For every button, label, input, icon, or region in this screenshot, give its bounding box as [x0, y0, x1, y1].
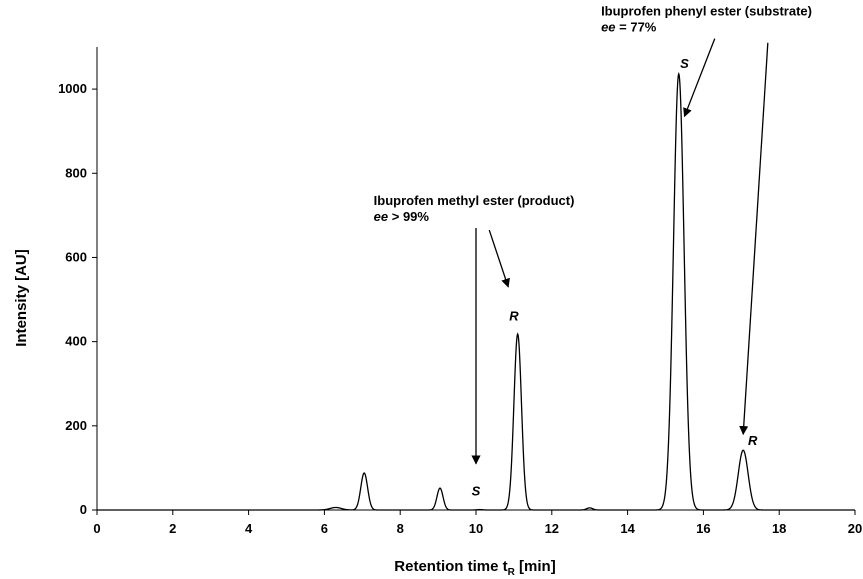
- x-tick-label: 0: [93, 521, 100, 536]
- x-tick-label: 10: [469, 521, 483, 536]
- y-tick-label: 1000: [58, 81, 87, 96]
- annotation-title: Ibuprofen phenyl ester (substrate): [601, 3, 812, 18]
- x-tick-label: 16: [696, 521, 710, 536]
- arrows: [471, 38, 769, 465]
- peak-label: R: [509, 309, 519, 324]
- y-tick-label: 600: [65, 249, 87, 264]
- y-tick-label: 200: [65, 418, 87, 433]
- ee-value: = 77%: [616, 19, 657, 34]
- peak-label: R: [748, 433, 758, 448]
- y-tick-label: 800: [65, 165, 87, 180]
- x-tick-label: 14: [620, 521, 635, 536]
- x-axis-title: Retention time tR [min]: [394, 558, 555, 578]
- ee-italic: ee: [601, 19, 615, 34]
- x-tick-label: 8: [397, 521, 404, 536]
- x-tick-label: 18: [772, 521, 786, 536]
- x-tick-label: 20: [848, 521, 862, 536]
- x-axis-title-unit: [min]: [515, 558, 556, 575]
- annotation-ee: ee > 99%: [374, 209, 430, 224]
- x-axis: 0 2 4 6 8 10 12 14 16 18 20: [93, 509, 862, 536]
- peak-label: S: [472, 483, 481, 498]
- chromatogram-trace: [97, 71, 855, 511]
- peak-labels: S R S R: [472, 56, 758, 498]
- y-tick-label: 0: [80, 502, 87, 517]
- annotation-ee: ee = 77%: [601, 19, 657, 34]
- y-axis-title: Intensity [AU]: [13, 249, 30, 347]
- annotation-arrow: [683, 38, 716, 118]
- annotation-title: Ibuprofen methyl ester (product): [374, 193, 575, 208]
- x-tick-label: 4: [245, 521, 253, 536]
- ee-value: > 99%: [388, 209, 429, 224]
- x-tick-label: 2: [169, 521, 176, 536]
- peak-label: S: [680, 56, 689, 71]
- y-tick-label: 400: [65, 334, 87, 349]
- annotation-arrow: [739, 42, 769, 436]
- x-axis-title-main: Retention time t: [394, 558, 507, 575]
- x-tick-label: 6: [321, 521, 328, 536]
- annotation-arrow: [488, 229, 510, 288]
- y-axis: 0 200 400 600 800 1000: [58, 47, 98, 517]
- annotations: Ibuprofen methyl ester (product)ee > 99%…: [374, 3, 812, 223]
- x-axis-title-subscript: R: [508, 567, 516, 578]
- x-tick-label: 12: [545, 521, 559, 536]
- ee-italic: ee: [374, 209, 388, 224]
